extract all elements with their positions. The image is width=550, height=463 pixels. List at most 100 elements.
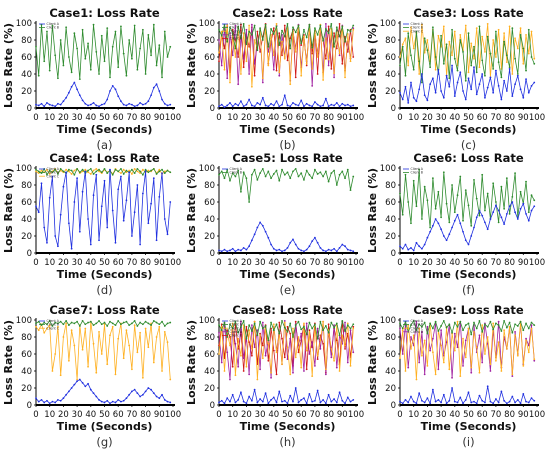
data-point: [352, 175, 355, 178]
data-point: [322, 249, 325, 252]
data-point: [272, 323, 275, 326]
data-point: [59, 399, 62, 402]
y-tick-label: 0: [391, 104, 396, 114]
data-point: [324, 373, 327, 376]
data-point: [486, 86, 489, 89]
data-point: [144, 168, 147, 171]
data-point: [519, 402, 522, 405]
x-tick-label: 50: [282, 113, 293, 123]
data-point: [100, 34, 103, 37]
data-point: [51, 370, 54, 372]
data-point: [278, 321, 281, 324]
data-point: [37, 329, 40, 332]
data-point: [511, 373, 514, 376]
data-point: [92, 194, 95, 197]
data-point: [311, 400, 314, 403]
data-point: [275, 249, 278, 252]
data-point: [486, 385, 489, 388]
data-point: [421, 218, 423, 220]
data-point: [92, 342, 95, 345]
x-tick-label: 10: [408, 258, 419, 268]
data-point: [84, 170, 87, 173]
data-point: [451, 54, 453, 57]
data-point: [98, 331, 100, 333]
x-tick-label: 10: [227, 113, 238, 123]
data-point: [453, 321, 456, 324]
panel-caption: (a): [96, 138, 112, 152]
data-point: [218, 249, 220, 252]
series-line: [399, 201, 535, 251]
data-point: [65, 319, 68, 322]
data-point: [128, 393, 131, 396]
data-point: [338, 22, 341, 25]
data-point: [533, 62, 536, 65]
data-point: [448, 368, 451, 371]
legend-label: Client B: [411, 323, 423, 327]
data-point: [256, 102, 259, 104]
y-tick-label: 20: [21, 87, 32, 97]
data-point: [122, 399, 125, 402]
data-point: [489, 76, 492, 79]
y-tick-label: 80: [204, 333, 215, 343]
data-point: [514, 172, 516, 175]
data-point: [401, 402, 404, 405]
data-point: [511, 73, 514, 75]
data-point: [270, 399, 272, 401]
data-point: [401, 247, 404, 250]
data-point: [525, 339, 527, 342]
data-point: [152, 392, 155, 394]
data-point: [303, 322, 305, 325]
data-point: [415, 205, 418, 208]
data-point: [484, 221, 486, 224]
data-point: [78, 94, 81, 97]
data-point: [352, 351, 355, 354]
data-point: [525, 180, 527, 183]
data-point: [169, 201, 172, 203]
data-point: [73, 32, 76, 35]
data-point: [316, 337, 319, 340]
data-point: [98, 168, 100, 171]
data-point: [410, 26, 412, 29]
data-point: [330, 249, 333, 252]
data-point: [161, 76, 163, 79]
data-point: [114, 168, 117, 171]
data-point: [333, 359, 335, 362]
data-point: [226, 336, 229, 338]
data-point: [297, 247, 300, 250]
x-tick-label: 10: [44, 410, 55, 420]
data-point: [297, 104, 300, 107]
data-point: [120, 25, 122, 28]
data-point: [40, 399, 43, 401]
data-point: [522, 202, 525, 205]
data-point: [218, 401, 220, 404]
data-point: [136, 68, 139, 71]
y-tick-label: 0: [210, 249, 215, 259]
data-point: [155, 64, 158, 67]
data-point: [48, 324, 51, 326]
x-axis-title: Time (Seconds): [57, 268, 153, 281]
data-point: [147, 100, 150, 103]
data-point: [100, 353, 103, 355]
data-point: [478, 25, 481, 28]
data-point: [407, 64, 410, 67]
series-line: [218, 387, 354, 404]
data-point: [100, 103, 103, 106]
x-tick-label: 40: [85, 258, 96, 268]
data-point: [338, 247, 341, 249]
x-tick-label: 30: [436, 113, 447, 123]
data-point: [484, 353, 486, 355]
data-point: [114, 241, 117, 244]
data-point: [120, 400, 122, 403]
data-point: [311, 240, 314, 243]
data-point: [158, 323, 161, 326]
data-point: [412, 334, 415, 337]
data-point: [533, 205, 536, 208]
data-point: [231, 54, 234, 57]
data-point: [106, 363, 109, 366]
data-point: [292, 336, 294, 338]
data-point: [120, 175, 122, 178]
y-tick-label: 0: [210, 401, 215, 411]
data-point: [223, 177, 226, 180]
data-point: [418, 361, 421, 364]
